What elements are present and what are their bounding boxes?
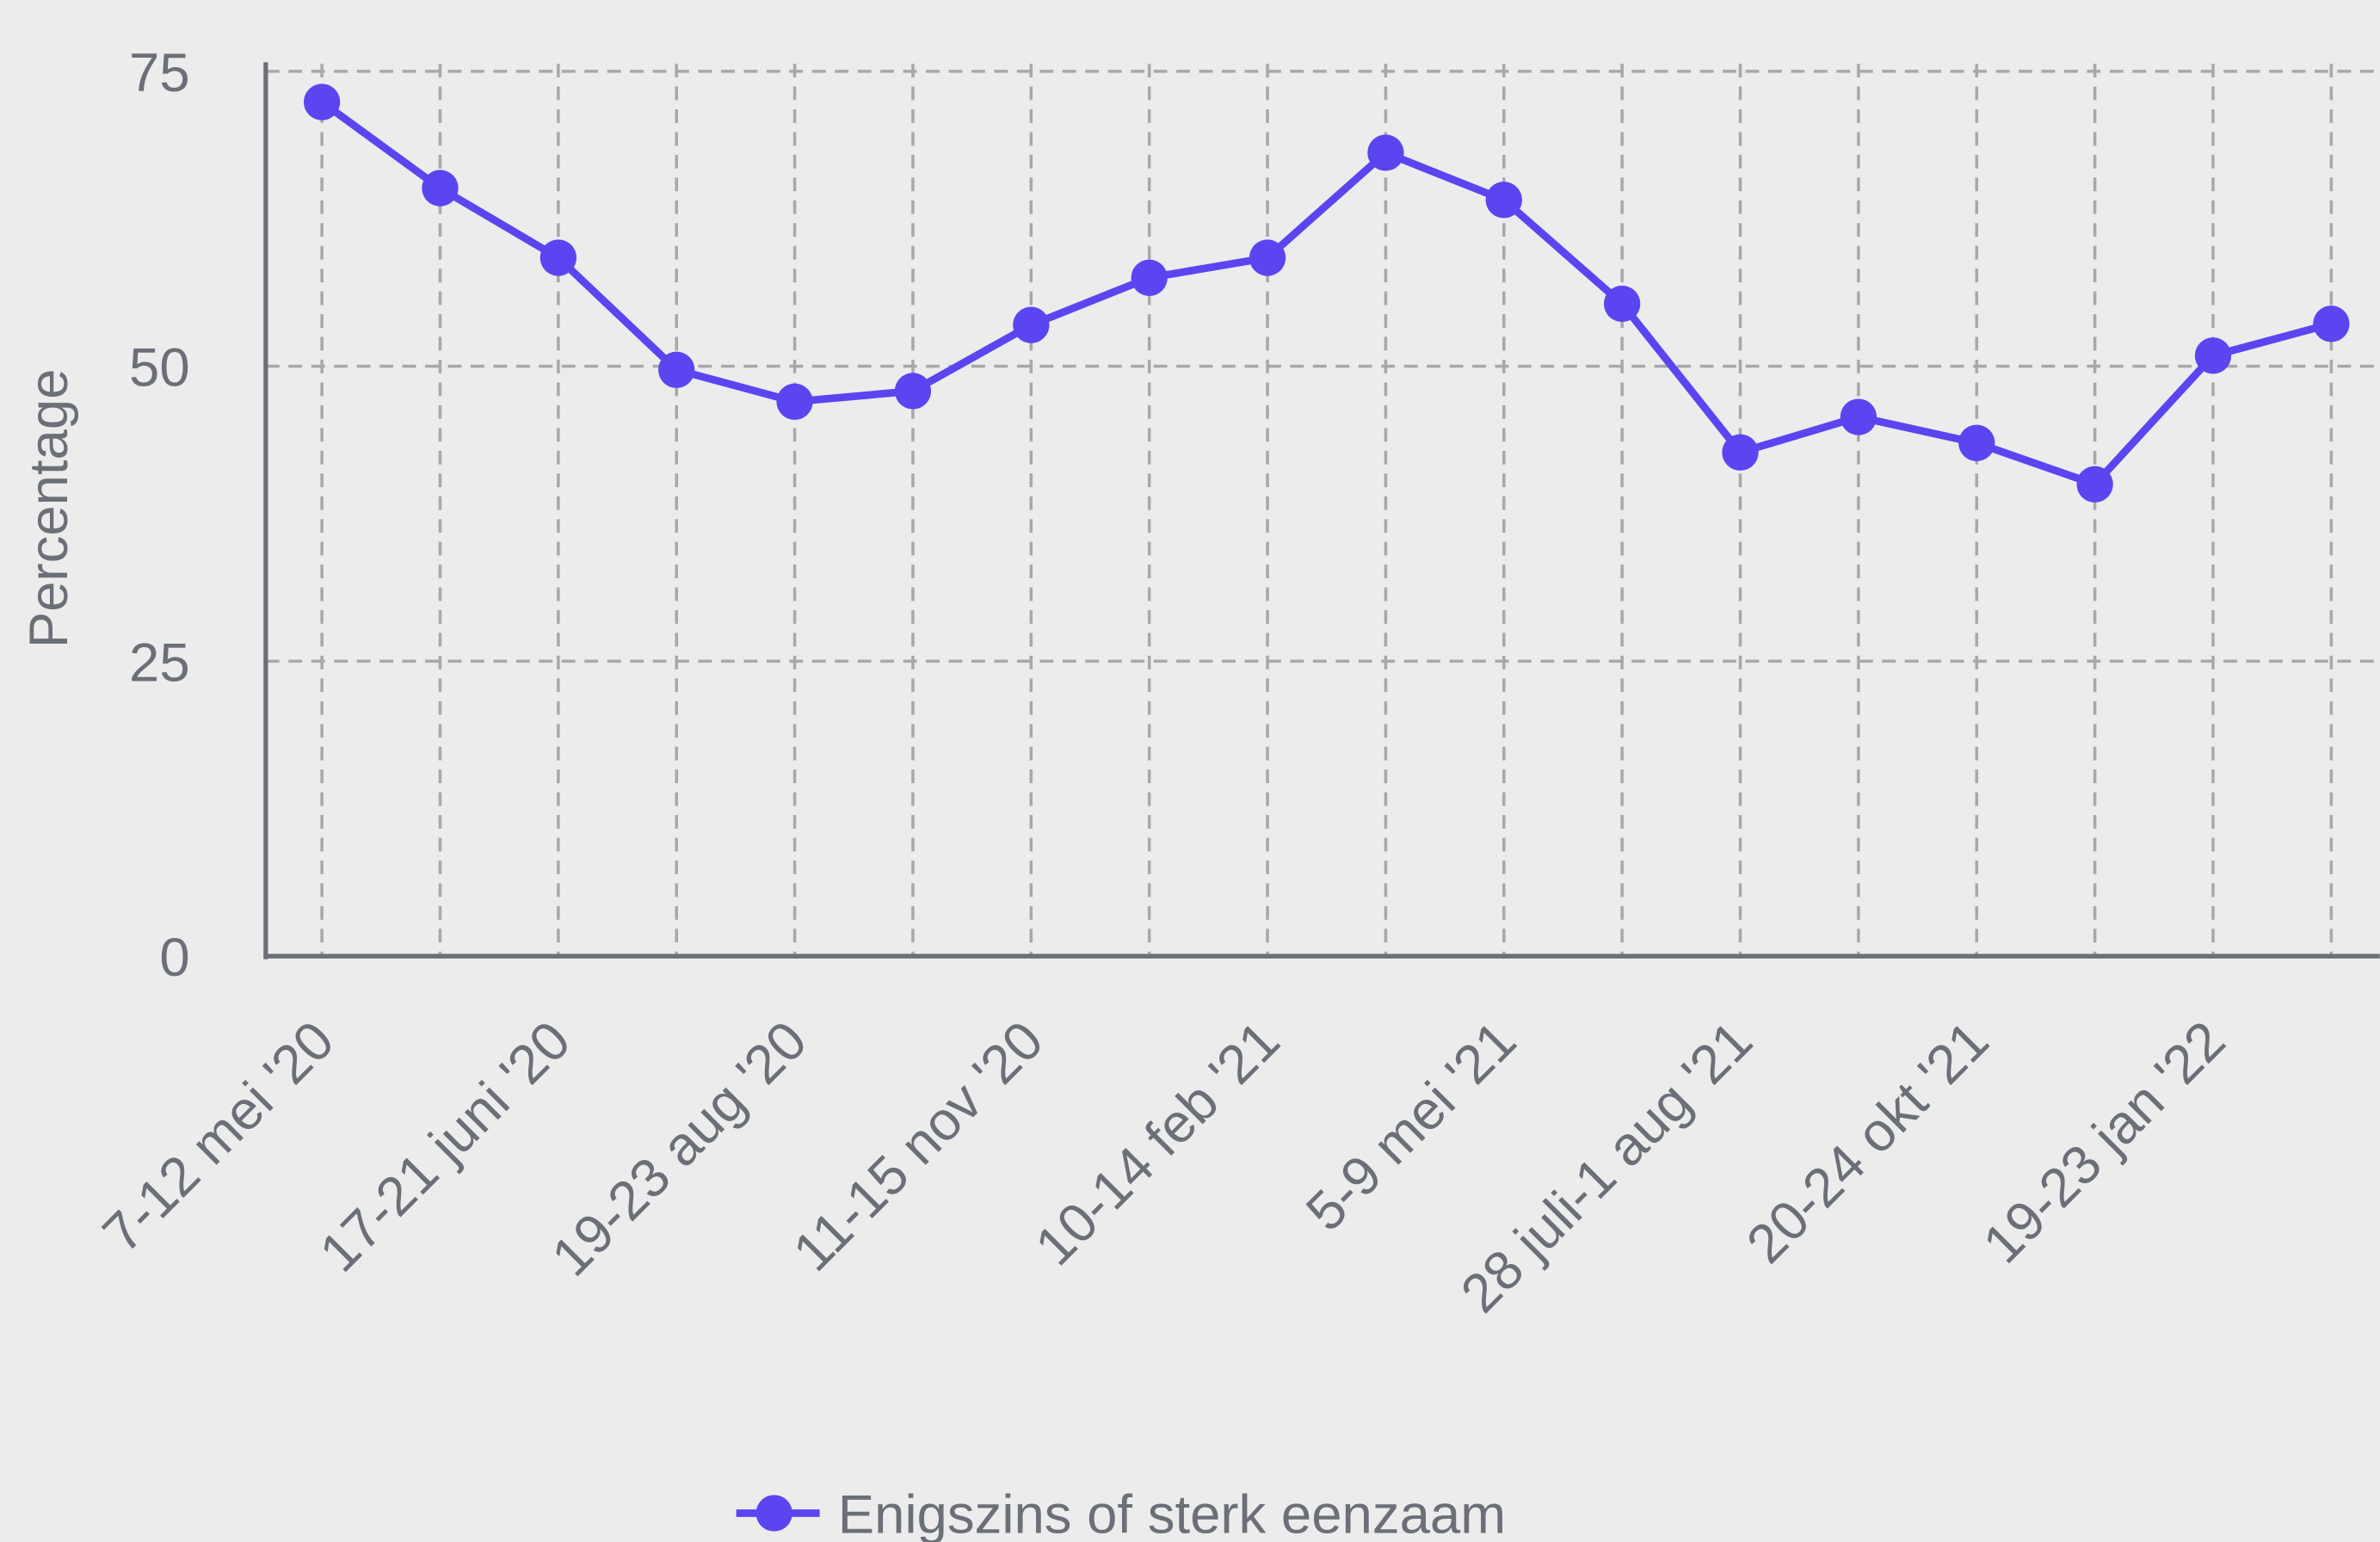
marker [1485, 182, 1522, 219]
marker [1958, 424, 1995, 461]
x-tick-label: 17-21 juni '20 [309, 1010, 583, 1284]
marker [1249, 239, 1286, 276]
y-tick-label: 25 [129, 632, 190, 693]
marker [303, 83, 341, 120]
y-tick-label: 50 [129, 338, 190, 398]
marker [2076, 466, 2113, 503]
marker [658, 351, 695, 388]
marker [1603, 285, 1641, 323]
marker [1722, 434, 1759, 471]
marker [1013, 306, 1050, 343]
x-tick-label: 5-9 mei '21 [1295, 1010, 1527, 1243]
marker [1367, 134, 1404, 171]
y-tick-label: 0 [159, 928, 189, 988]
marker [776, 383, 813, 420]
x-tick-label: 7-12 mei '20 [92, 1010, 346, 1264]
line [319, 98, 2333, 489]
marker [1131, 259, 1168, 296]
marker [894, 373, 932, 410]
x-tick-label: 10-14 feb '21 [1024, 1010, 1291, 1277]
legend-marker [755, 1495, 792, 1532]
marker [540, 239, 577, 276]
marker [2194, 337, 2232, 374]
x-tick-label: 19-23 aug '20 [540, 1010, 818, 1288]
marker [422, 170, 459, 207]
marker [2313, 305, 2350, 342]
x-tick-label: 20-24 okt '21 [1736, 1010, 2001, 1275]
marker [1840, 398, 1877, 435]
x-tick-label: 19-23 jan '22 [1972, 1010, 2237, 1275]
y-axis-label: Percentage [19, 369, 79, 649]
y-tick-label: 75 [129, 43, 190, 103]
x-tick-label: 11-15 nov '20 [782, 1010, 1055, 1283]
legend-label: Enigszins of sterk eenzaam [838, 1484, 1506, 1542]
